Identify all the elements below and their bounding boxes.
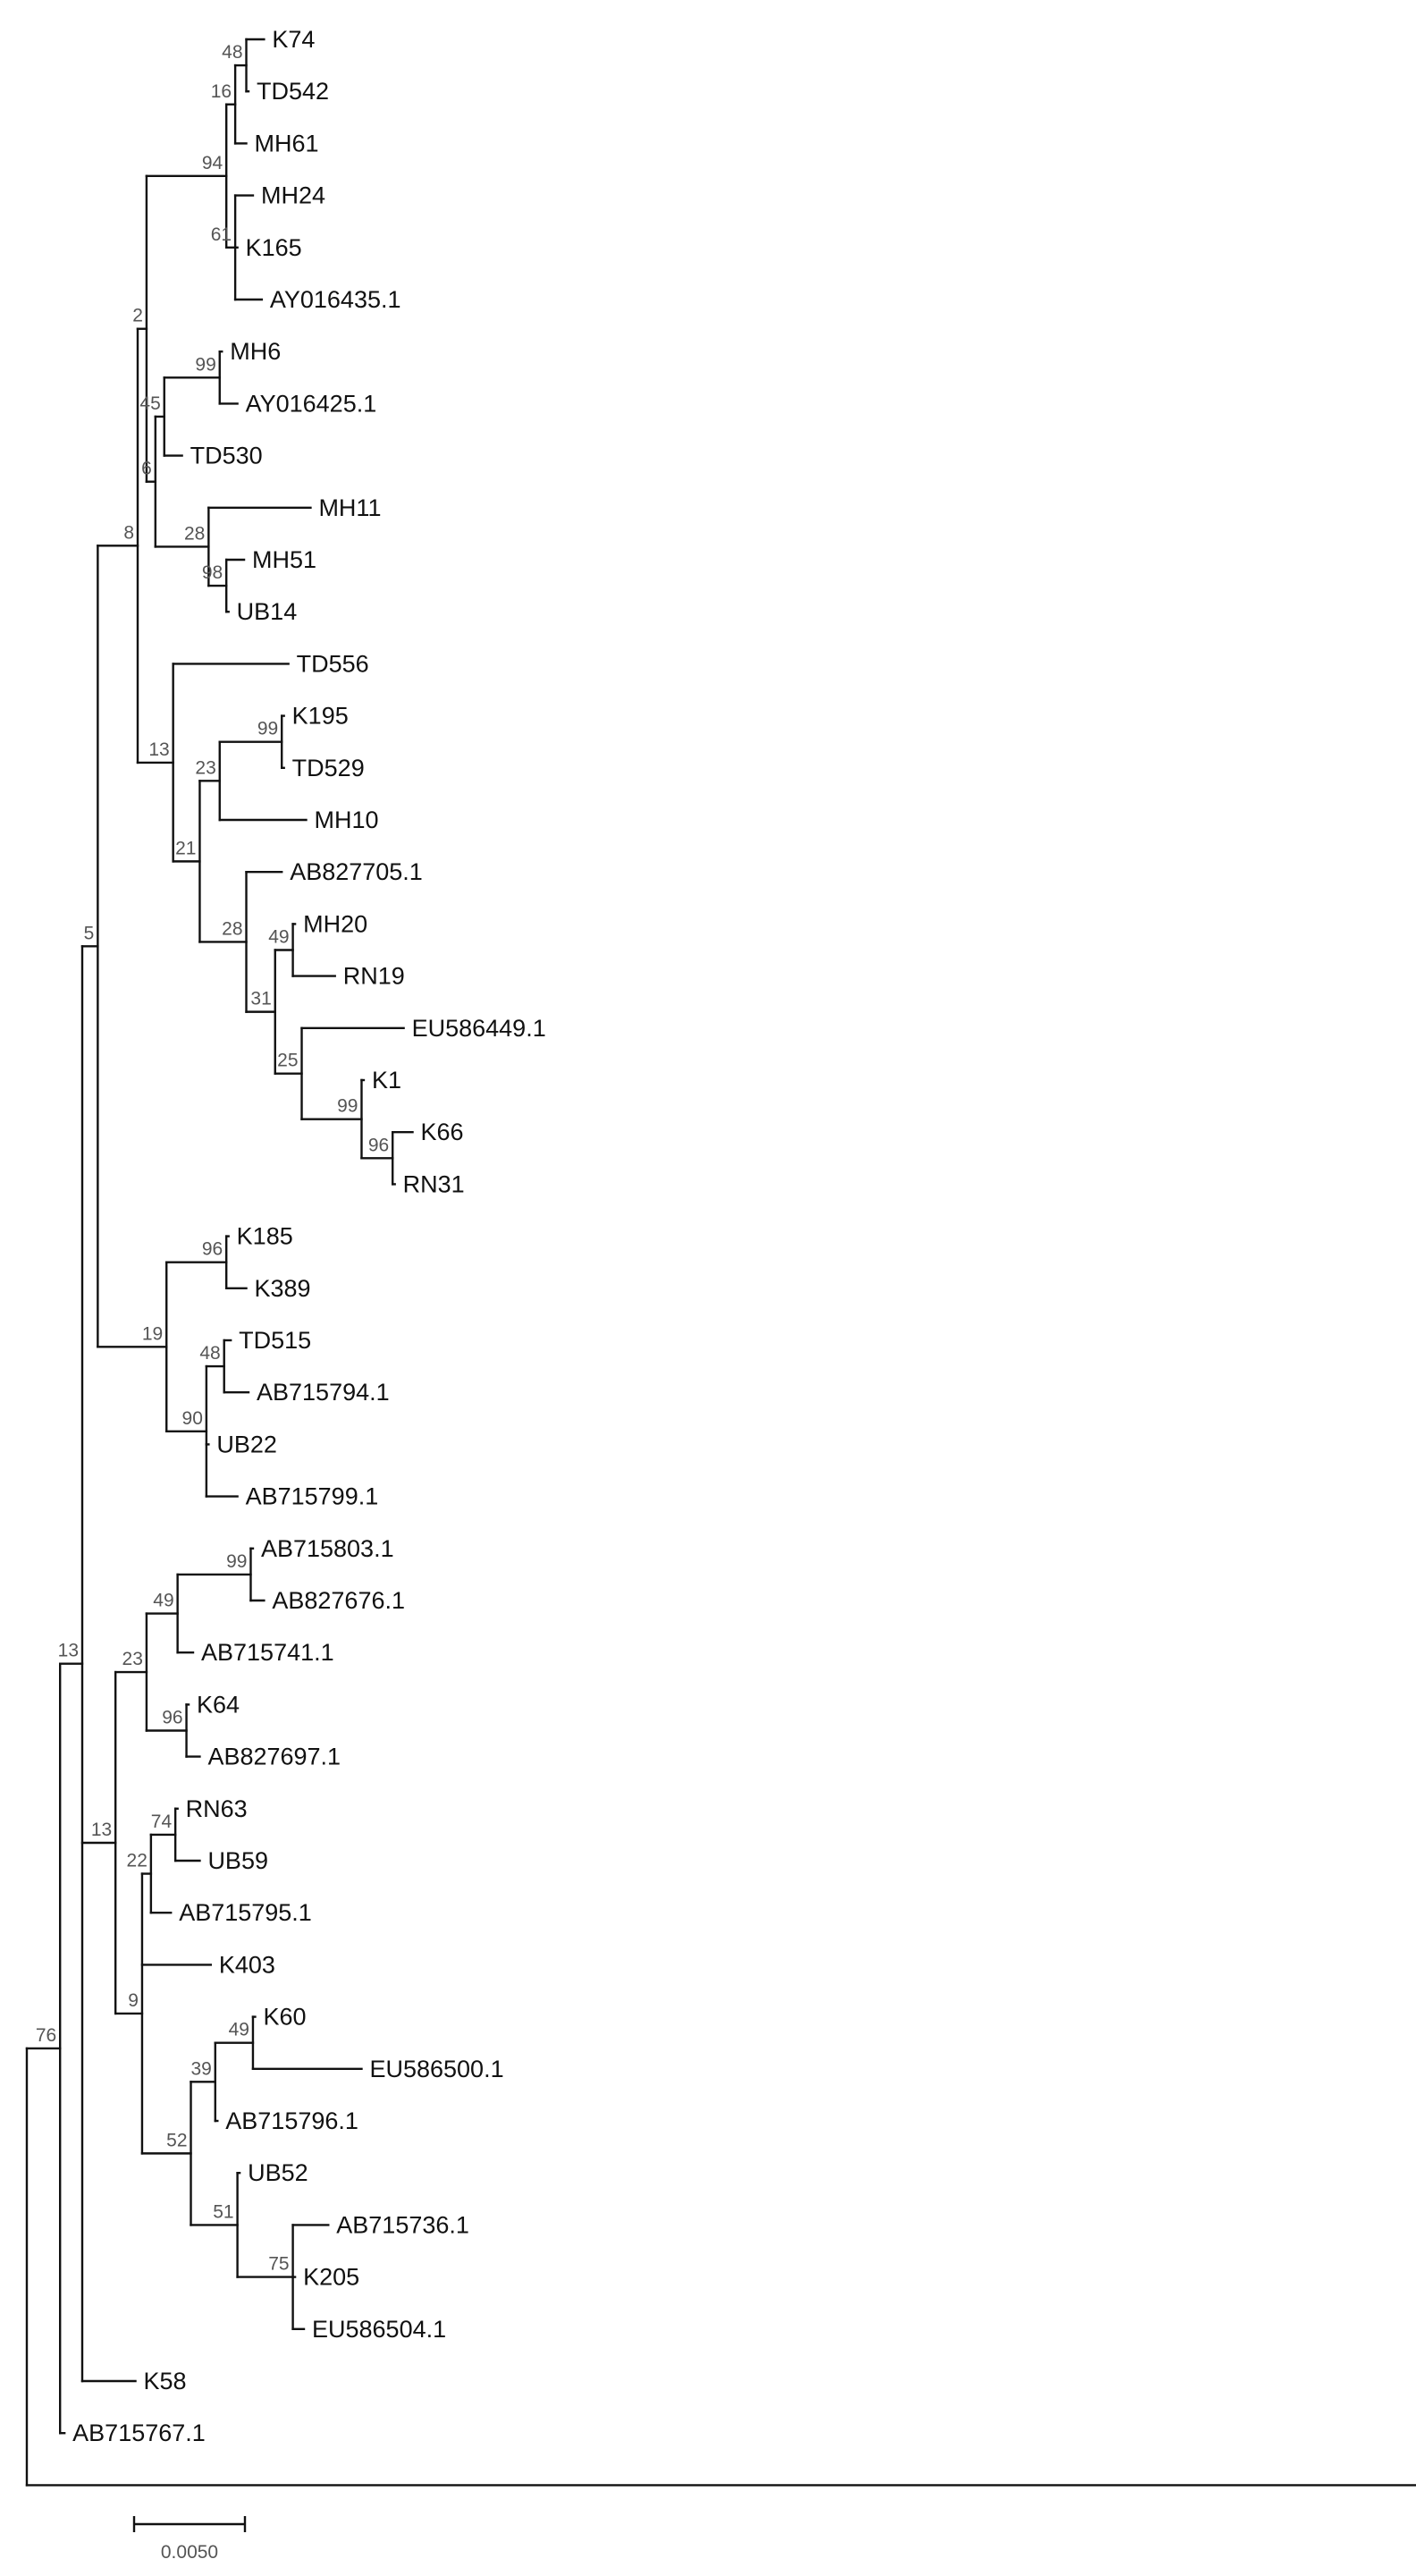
- leaf-mh11: MH11: [318, 494, 381, 521]
- bootstrap-value: 49: [153, 1591, 173, 1611]
- bootstrap-value: 61: [211, 224, 232, 245]
- bootstrap-value: 9: [128, 1990, 139, 2011]
- bootstrap-value: 90: [182, 1408, 203, 1429]
- leaf-mh24: MH24: [261, 182, 325, 209]
- bootstrap-value: 51: [213, 2201, 233, 2222]
- leaf-mh61: MH61: [255, 130, 319, 156]
- leaf-td556: TD556: [297, 650, 369, 677]
- leaf-ab715767-1: AB715767.1: [72, 2420, 206, 2446]
- leaf-k64: K64: [197, 1691, 240, 1718]
- bootstrap-value: 74: [151, 1812, 173, 1832]
- leaf-k74: K74: [272, 26, 315, 53]
- leaf-mh6: MH6: [230, 338, 281, 365]
- leaf-k205: K205: [303, 2264, 359, 2291]
- bootstrap-value: 21: [175, 838, 196, 858]
- leaf-ab715803-1: AB715803.1: [261, 1535, 394, 1562]
- bootstrap-value: 13: [148, 739, 169, 760]
- leaf-ub59: UB59: [207, 1847, 268, 1874]
- bootstrap-value: 8: [123, 522, 134, 543]
- bootstrap-value: 2: [132, 306, 143, 326]
- bootstrap-value: 48: [199, 1343, 220, 1364]
- bootstrap-value: 22: [127, 1851, 148, 1871]
- bootstrap-value: 23: [195, 757, 215, 778]
- bootstrap-value: 13: [91, 1820, 112, 1840]
- scale-bar-label: 0.0050: [161, 2542, 218, 2563]
- leaf-rn31: RN31: [403, 1170, 465, 1197]
- leaf-ub52: UB52: [248, 2159, 308, 2186]
- leaf-mh51: MH51: [252, 546, 316, 573]
- leaf-ab715736-1: AB715736.1: [336, 2211, 469, 2238]
- leaf-k60: K60: [263, 2004, 306, 2031]
- scale-bar-line: [132, 2516, 247, 2532]
- leaf-ab715796-1: AB715796.1: [225, 2107, 358, 2134]
- bootstrap-value: 31: [250, 989, 271, 1009]
- leaf-eu586449-1: EU586449.1: [412, 1015, 546, 1042]
- bootstrap-value: 96: [202, 1239, 223, 1260]
- leaf-k389: K389: [255, 1275, 311, 1302]
- leaf-ab715795-1: AB715795.1: [179, 1899, 312, 1926]
- bootstrap-value: 99: [195, 354, 215, 375]
- leaf-k165: K165: [246, 234, 302, 261]
- bootstrap-value: 23: [122, 1649, 143, 1669]
- bootstrap-value: 39: [190, 2058, 211, 2079]
- bootstrap-value: 6: [141, 459, 152, 479]
- leaf-k195: K195: [292, 703, 349, 730]
- bootstrap-value: 28: [222, 918, 242, 939]
- leaf-k403: K403: [219, 1951, 275, 1978]
- bootstrap-value: 94: [202, 153, 223, 173]
- bootstrap-value: 96: [162, 1708, 182, 1728]
- leaf-td542: TD542: [257, 78, 329, 105]
- leaf-ab715794-1: AB715794.1: [257, 1379, 390, 1406]
- bootstrap-value: 49: [268, 927, 289, 948]
- bootstrap-value: 25: [277, 1051, 298, 1071]
- leaf-mh10: MH10: [314, 807, 378, 833]
- bootstrap-value: 48: [222, 42, 242, 63]
- bootstrap-value: 76: [36, 2025, 56, 2046]
- leaf-ab827705-1: AB827705.1: [290, 858, 423, 885]
- bootstrap-value: 98: [202, 562, 223, 583]
- bootstrap-value: 45: [139, 393, 160, 414]
- leaf-mh20: MH20: [303, 910, 367, 937]
- bootstrap-value: 28: [184, 523, 205, 544]
- leaf-k66: K66: [421, 1119, 464, 1145]
- bootstrap-value: 52: [166, 2130, 187, 2150]
- leaf-k1: K1: [372, 1067, 401, 1094]
- leaf-rn19: RN19: [343, 963, 405, 990]
- bootstrap-value: 19: [142, 1323, 163, 1344]
- bootstrap-value: 16: [211, 81, 232, 102]
- bootstrap-value: 99: [257, 719, 278, 739]
- leaf-eu586500-1: EU586500.1: [369, 2056, 503, 2082]
- bootstrap-value: 99: [226, 1551, 247, 1572]
- leaf-td529: TD529: [292, 755, 365, 781]
- bootstrap-value: 75: [268, 2254, 289, 2275]
- leaf-k185: K185: [237, 1223, 293, 1250]
- bootstrap-value: 96: [368, 1135, 389, 1155]
- tree-labels: K74TD54248MH6116MH24K165AY016435.16194MH…: [36, 26, 546, 2446]
- leaf-rn63: RN63: [186, 1795, 248, 1822]
- leaf-td530: TD530: [190, 443, 263, 469]
- leaf-ub22: UB22: [216, 1431, 277, 1457]
- scale-bar: 0.0050: [132, 2516, 247, 2563]
- leaf-ab715799-1: AB715799.1: [246, 1483, 379, 1510]
- tree-branches: [25, 38, 1416, 2487]
- leaf-ub14: UB14: [237, 598, 298, 625]
- leaf-k58: K58: [144, 2368, 187, 2394]
- bootstrap-value: 99: [337, 1096, 358, 1117]
- leaf-td515: TD515: [239, 1327, 311, 1354]
- leaf-ay016425-1: AY016425.1: [246, 390, 377, 417]
- leaf-ay016435-1: AY016435.1: [270, 286, 401, 313]
- leaf-eu586504-1: EU586504.1: [312, 2316, 446, 2343]
- bootstrap-value: 5: [84, 923, 95, 943]
- leaf-ab827676-1: AB827676.1: [272, 1587, 405, 1614]
- leaf-ab827697-1: AB827697.1: [207, 1744, 341, 1770]
- leaf-ab715741-1: AB715741.1: [201, 1639, 334, 1666]
- bootstrap-value: 49: [229, 2020, 249, 2040]
- bootstrap-value: 13: [58, 1641, 79, 1661]
